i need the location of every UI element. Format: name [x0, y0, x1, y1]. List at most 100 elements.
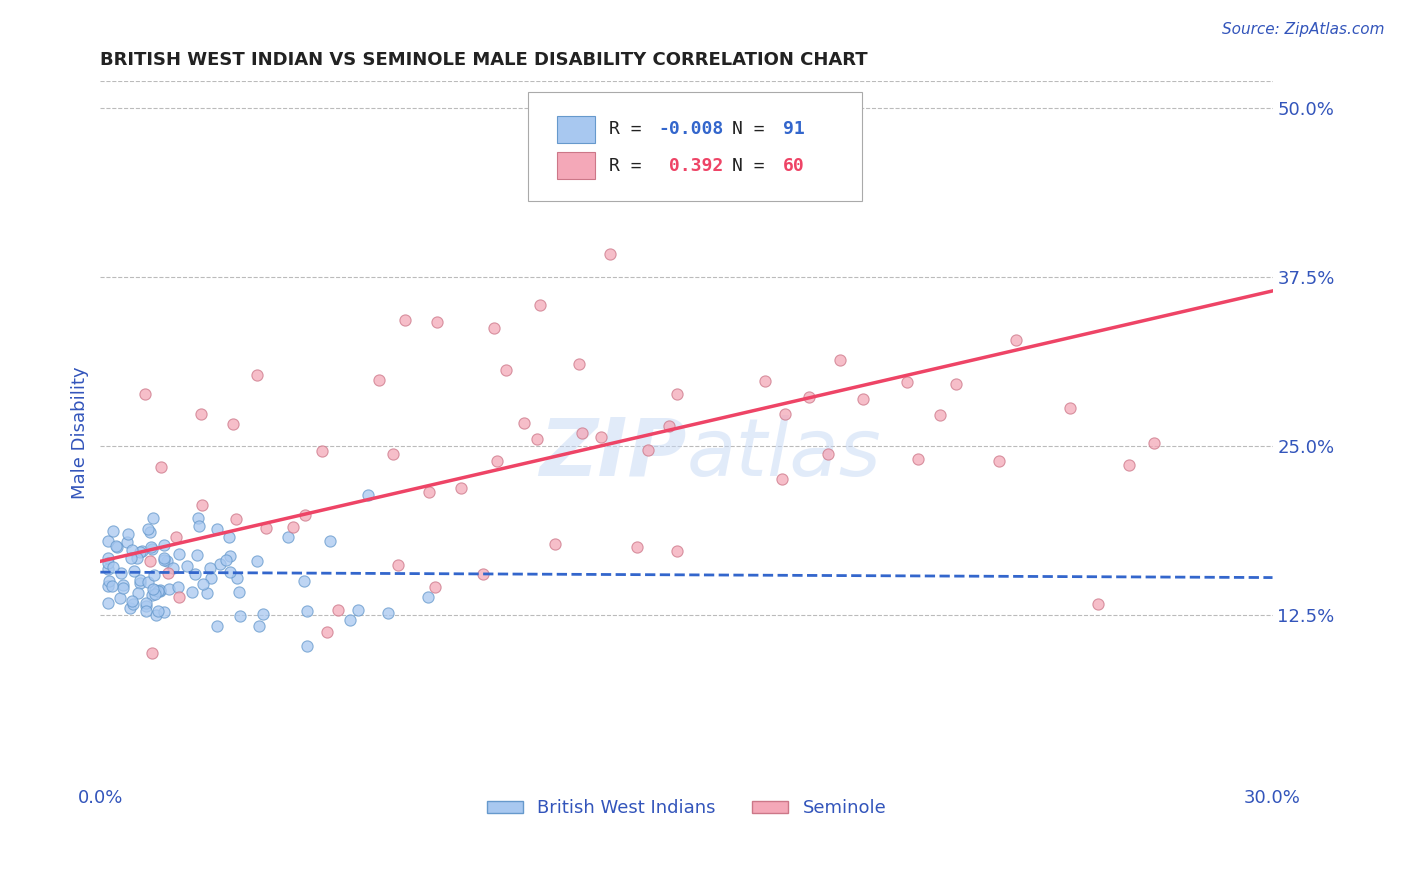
Point [382, 447, 405, 461]
Point [121, 594, 143, 608]
Point [142, 511, 165, 525]
Text: N =: N = [733, 157, 776, 175]
Point [97, 557, 120, 571]
Point [495, 363, 517, 377]
Point [1087, 597, 1109, 611]
Point [486, 454, 509, 468]
FancyBboxPatch shape [558, 116, 595, 143]
Point [188, 519, 211, 533]
Point [591, 430, 613, 444]
Point [339, 613, 361, 627]
Point [97, 579, 120, 593]
Point [423, 580, 446, 594]
Point [167, 547, 190, 561]
Point [148, 583, 170, 598]
Point [129, 575, 152, 590]
Point [128, 545, 150, 559]
Point [184, 566, 207, 581]
Point [529, 298, 551, 312]
Point [129, 573, 152, 587]
Point [228, 585, 250, 599]
Point [357, 487, 380, 501]
Point [1005, 333, 1028, 347]
Point [200, 571, 222, 585]
Point [125, 551, 148, 566]
Point [153, 605, 176, 619]
Point [450, 481, 472, 495]
FancyBboxPatch shape [558, 153, 595, 179]
Point [97, 562, 120, 576]
Point [146, 604, 169, 618]
Point [218, 530, 240, 544]
Point [181, 584, 204, 599]
Text: atlas: atlas [686, 415, 882, 493]
Point [149, 584, 172, 599]
Point [97, 574, 120, 588]
Point [195, 586, 218, 600]
Point [1143, 436, 1166, 450]
Text: ZIP: ZIP [538, 415, 686, 493]
Point [190, 407, 212, 421]
Point [256, 521, 278, 535]
Point [136, 522, 159, 536]
Point [347, 603, 370, 617]
Point [246, 554, 269, 568]
Point [157, 566, 180, 580]
Point [112, 581, 135, 595]
Point [117, 527, 139, 541]
Point [326, 603, 349, 617]
Point [987, 454, 1010, 468]
Point [226, 571, 249, 585]
Point [295, 604, 318, 618]
Point [928, 408, 950, 422]
Point [153, 553, 176, 567]
Point [770, 472, 793, 486]
Point [166, 580, 188, 594]
Point [666, 544, 689, 558]
Point [319, 533, 342, 548]
Point [387, 558, 409, 573]
Point [165, 530, 187, 544]
Point [208, 557, 231, 571]
Point [136, 574, 159, 589]
Point [316, 624, 339, 639]
Point [143, 586, 166, 600]
Point [142, 567, 165, 582]
Point [426, 315, 449, 329]
Point [141, 540, 163, 554]
Point [484, 320, 506, 334]
Point [167, 590, 190, 604]
Text: R =: R = [609, 120, 652, 138]
Point [526, 432, 548, 446]
Point [896, 375, 918, 389]
Text: -0.008: -0.008 [658, 120, 724, 138]
Point [176, 559, 198, 574]
Point [191, 577, 214, 591]
Point [131, 544, 153, 558]
Point [153, 551, 176, 566]
Point [544, 537, 567, 551]
Point [852, 392, 875, 406]
Point [377, 606, 399, 620]
Point [205, 522, 228, 536]
Point [907, 452, 929, 467]
Point [115, 534, 138, 549]
Point [141, 588, 163, 602]
Point [127, 586, 149, 600]
Point [219, 549, 242, 564]
Point [122, 564, 145, 578]
Point [118, 600, 141, 615]
Point [107, 540, 129, 554]
Point [135, 596, 157, 610]
Point [311, 444, 333, 458]
Point [157, 582, 180, 596]
Point [367, 373, 389, 387]
Point [568, 357, 591, 371]
Point [135, 604, 157, 618]
Point [637, 442, 659, 457]
Point [1118, 458, 1140, 472]
Point [571, 425, 593, 440]
Point [247, 619, 270, 633]
Point [149, 459, 172, 474]
Point [121, 543, 143, 558]
